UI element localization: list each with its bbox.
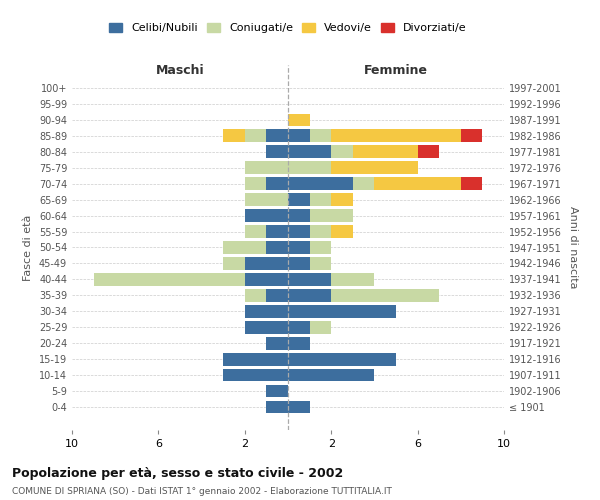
Bar xyxy=(288,369,374,382)
Bar xyxy=(288,242,310,254)
Bar xyxy=(266,401,288,413)
Bar xyxy=(266,146,288,158)
Bar xyxy=(331,289,439,302)
Bar xyxy=(223,369,288,382)
Bar xyxy=(266,289,288,302)
Bar xyxy=(245,321,288,334)
Bar xyxy=(353,146,418,158)
Bar xyxy=(223,242,266,254)
Bar xyxy=(245,226,266,238)
Bar xyxy=(288,210,310,222)
Bar xyxy=(310,194,331,206)
Text: Femmine: Femmine xyxy=(364,64,428,76)
Bar xyxy=(461,130,482,142)
Bar xyxy=(310,242,331,254)
Bar xyxy=(331,273,374,285)
Bar xyxy=(288,273,331,285)
Bar xyxy=(245,178,266,190)
Bar xyxy=(266,226,288,238)
Bar xyxy=(310,226,331,238)
Bar xyxy=(266,337,288,349)
Bar xyxy=(266,242,288,254)
Bar xyxy=(266,130,288,142)
Bar xyxy=(94,273,245,285)
Bar xyxy=(288,353,396,366)
Bar xyxy=(245,210,288,222)
Bar xyxy=(288,162,331,174)
Y-axis label: Fasce di età: Fasce di età xyxy=(23,214,33,280)
Bar xyxy=(331,226,353,238)
Legend: Celibi/Nubili, Coniugati/e, Vedovi/e, Divorziati/e: Celibi/Nubili, Coniugati/e, Vedovi/e, Di… xyxy=(106,20,470,36)
Bar xyxy=(310,130,331,142)
Bar xyxy=(288,305,396,318)
Bar xyxy=(331,162,418,174)
Bar xyxy=(223,130,245,142)
Text: COMUNE DI SPRIANA (SO) - Dati ISTAT 1° gennaio 2002 - Elaborazione TUTTITALIA.IT: COMUNE DI SPRIANA (SO) - Dati ISTAT 1° g… xyxy=(12,488,392,496)
Bar xyxy=(418,146,439,158)
Bar xyxy=(288,194,310,206)
Text: Maschi: Maschi xyxy=(155,64,205,76)
Bar xyxy=(288,337,310,349)
Bar xyxy=(223,353,288,366)
Bar xyxy=(288,289,331,302)
Bar xyxy=(288,226,310,238)
Bar xyxy=(310,321,331,334)
Bar xyxy=(374,178,461,190)
Bar xyxy=(288,114,310,126)
Bar xyxy=(245,194,288,206)
Bar xyxy=(353,178,374,190)
Bar xyxy=(461,178,482,190)
Bar xyxy=(266,178,288,190)
Bar xyxy=(288,321,310,334)
Bar xyxy=(245,305,288,318)
Bar xyxy=(288,401,310,413)
Bar xyxy=(310,210,353,222)
Bar xyxy=(266,385,288,398)
Bar xyxy=(245,257,288,270)
Bar xyxy=(331,146,353,158)
Bar xyxy=(245,130,266,142)
Bar xyxy=(223,257,245,270)
Bar xyxy=(245,162,288,174)
Bar xyxy=(245,289,266,302)
Bar xyxy=(288,178,353,190)
Bar xyxy=(288,146,331,158)
Bar xyxy=(310,257,331,270)
Bar xyxy=(331,194,353,206)
Bar xyxy=(245,273,288,285)
Bar xyxy=(331,130,461,142)
Y-axis label: Anni di nascita: Anni di nascita xyxy=(568,206,578,289)
Bar xyxy=(288,257,310,270)
Text: Popolazione per età, sesso e stato civile - 2002: Popolazione per età, sesso e stato civil… xyxy=(12,468,343,480)
Bar xyxy=(288,130,310,142)
